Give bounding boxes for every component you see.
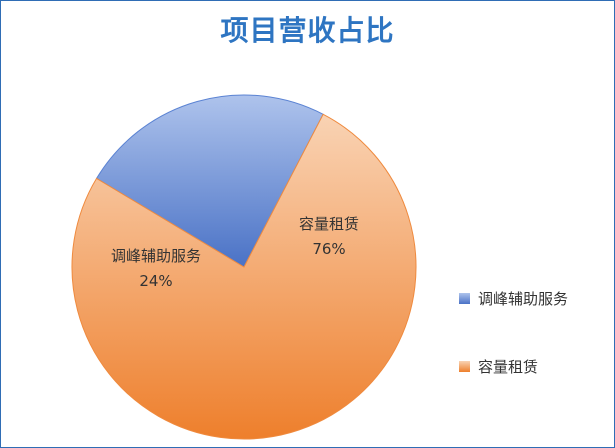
pie-slice-0 — [95, 94, 324, 268]
slice-value-label-0: 24% — [139, 272, 172, 290]
slice-category-label-0: 调峰辅助服务 — [111, 247, 201, 265]
slice-category-label-1: 容量租赁 — [299, 215, 359, 233]
legend-label-0: 调峰辅助服务 — [478, 289, 569, 308]
pie-slice-1 — [71, 113, 417, 440]
legend-swatch-0 — [459, 292, 470, 304]
legend-item-1: 容量租赁 — [459, 355, 609, 377]
legend-label-1: 容量租赁 — [478, 357, 539, 376]
legend: 调峰辅助服务 容量租赁 — [459, 287, 609, 423]
legend-swatch-1 — [459, 360, 470, 372]
chart-title: 项目营收占比 — [220, 14, 395, 47]
slice-value-label-1: 76% — [312, 240, 345, 258]
legend-item-0: 调峰辅助服务 — [459, 287, 609, 309]
